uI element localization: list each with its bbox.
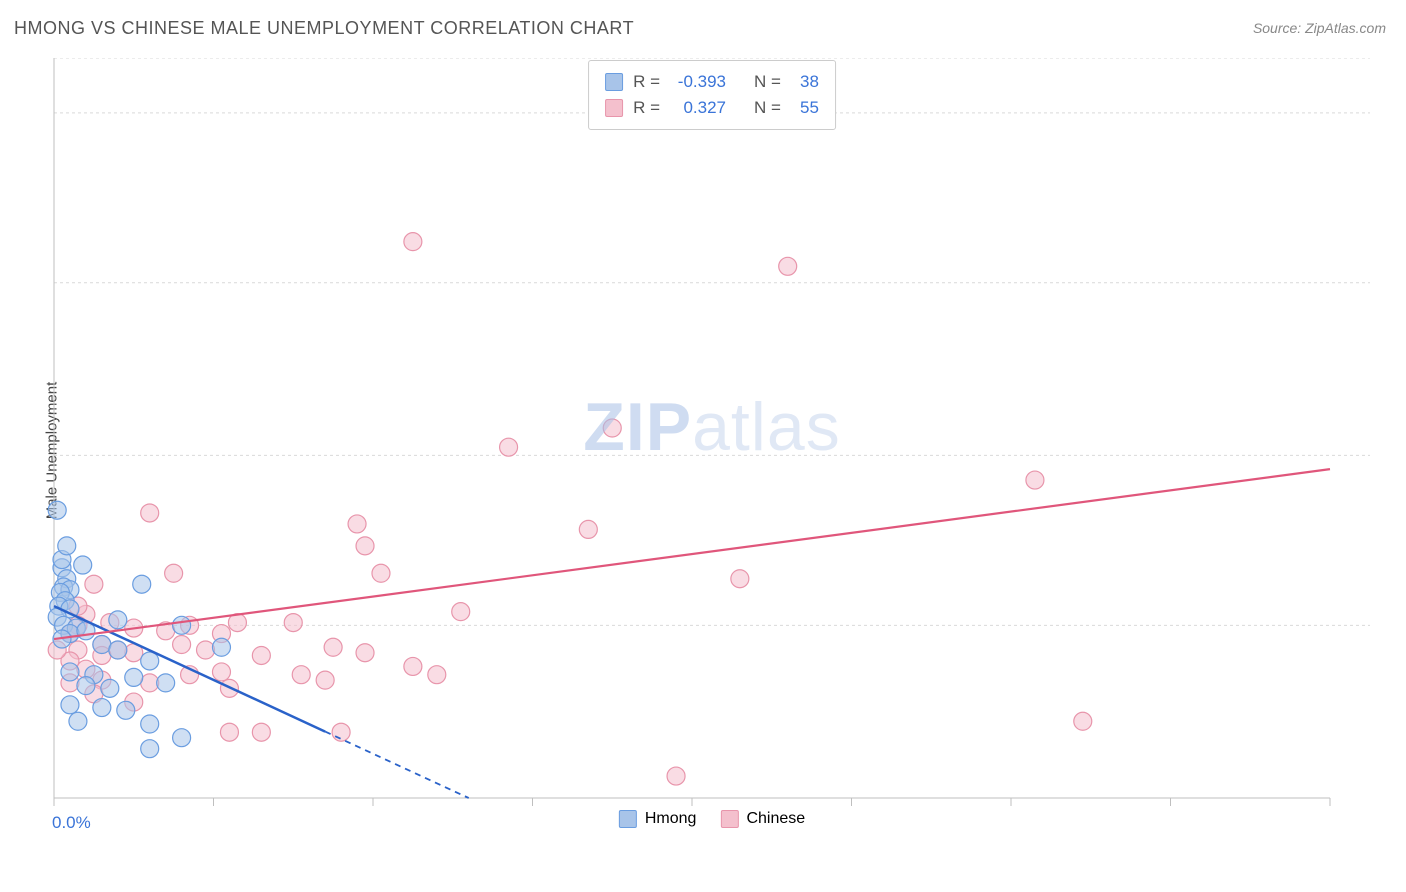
scatter-plot: 6.3%12.5%18.8%25.0%0.0%8.0% bbox=[44, 58, 1380, 858]
stats-row-chinese: R = 0.327 N = 55 bbox=[605, 95, 819, 121]
svg-text:0.0%: 0.0% bbox=[52, 813, 91, 832]
legend-item-hmong: Hmong bbox=[619, 810, 697, 828]
swatch-chinese-icon bbox=[720, 810, 738, 828]
legend-item-chinese: Chinese bbox=[720, 810, 805, 828]
stats-row-hmong: R = -0.393 N = 38 bbox=[605, 69, 819, 95]
swatch-hmong bbox=[605, 73, 623, 91]
stats-legend: R = -0.393 N = 38 R = 0.327 N = 55 bbox=[588, 60, 836, 130]
chart-container: Male Unemployment ZIPatlas R = -0.393 N … bbox=[44, 58, 1380, 826]
source-attribution: Source: ZipAtlas.com bbox=[1253, 20, 1386, 36]
chart-title: HMONG VS CHINESE MALE UNEMPLOYMENT CORRE… bbox=[14, 18, 1386, 39]
series-legend: Hmong Chinese bbox=[619, 810, 805, 828]
swatch-hmong-icon bbox=[619, 810, 637, 828]
swatch-chinese bbox=[605, 99, 623, 117]
